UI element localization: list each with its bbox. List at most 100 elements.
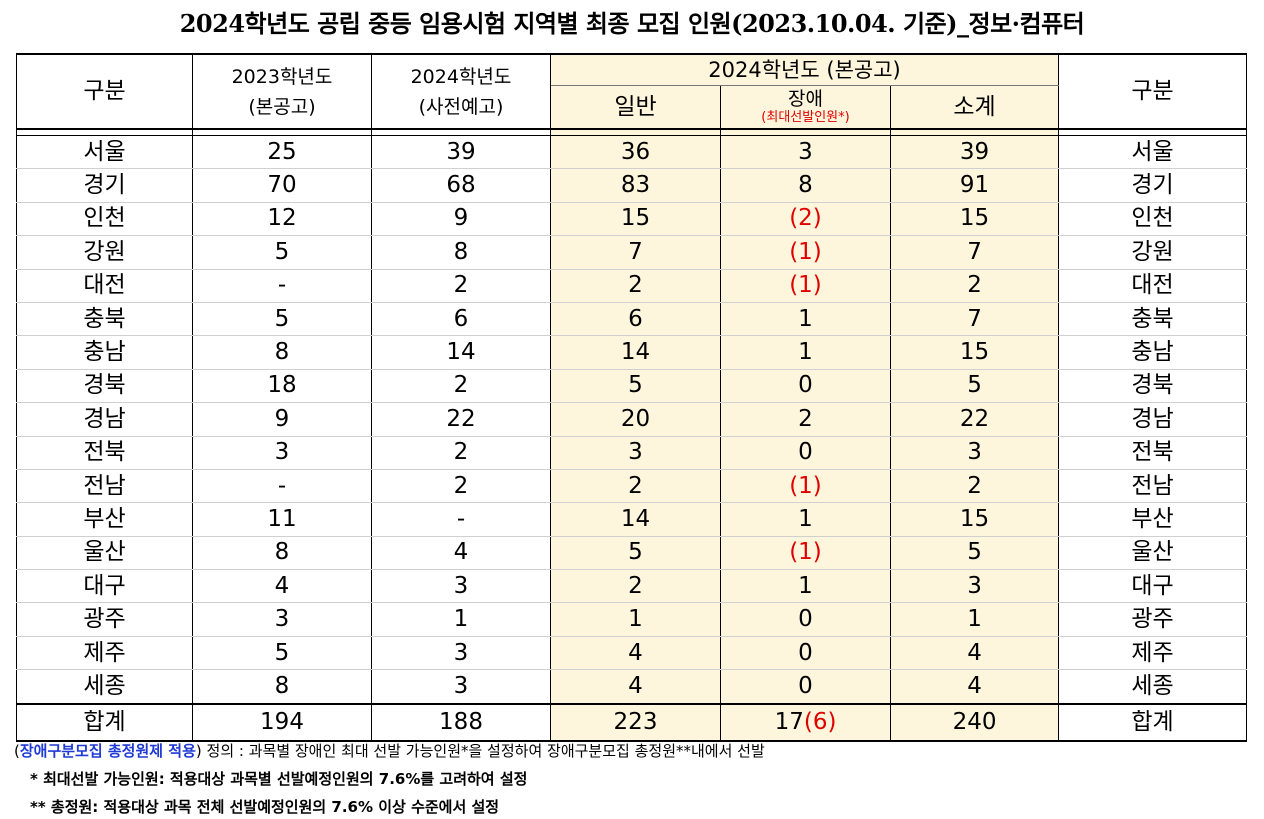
row-2023: 9 [192, 402, 372, 437]
note-total-quota: ** 총정원: 적용대상 과목 전체 선발예정인원의 7.6% 이상 수준에서 … [30, 798, 500, 816]
row-region-right: 경기 [1058, 168, 1248, 203]
total-2024-pre: 188 [371, 702, 551, 742]
header-general: 일반 [550, 85, 721, 130]
row-general: 20 [550, 402, 721, 437]
row-2024-pre: 1 [371, 602, 551, 637]
header-row-2: 일반 장애 (최대선발인원*) 소계 [17, 85, 1247, 130]
row-disabled: 8 [720, 168, 891, 203]
note-max-selection: * 최대선발 가능인원: 적용대상 과목별 선발예정인원의 7.6%를 고려하여… [30, 770, 528, 788]
row-2024-pre: 3 [371, 636, 551, 671]
header-2023: 2023학년도 (본공고) [192, 53, 372, 130]
row-disabled: 0 [720, 602, 891, 637]
row-general: 4 [550, 636, 721, 671]
header-2024-group: 2024학년도 (본공고) [549, 53, 1060, 86]
row-2024-pre: 2 [371, 369, 551, 404]
header-2023-line2: (본공고) [248, 95, 316, 118]
spacer-row [16, 129, 1248, 136]
row-disabled: (1) [720, 269, 891, 303]
note-open-paren: ( [14, 742, 20, 760]
row-subtotal: 15 [889, 202, 1060, 237]
total-row: 합계 194 188 223 17(6) 240 합계 [16, 702, 1248, 742]
row-region: 충남 [16, 335, 193, 370]
row-subtotal: 5 [889, 369, 1060, 404]
total-2023: 194 [192, 702, 372, 742]
table-row: 인천 12 9 15 (2) 15 인천 [16, 202, 1248, 237]
table-row: 충남 8 14 14 1 15 충남 [16, 335, 1248, 370]
total-label: 합계 [16, 702, 193, 742]
table-row: 전남 -2 2 (1) 2 전남 [16, 469, 1248, 504]
note-definition: (장애구분모집 총정원제 적용) 정의 : 과목별 장애인 최대 선발 가능인원… [14, 740, 765, 761]
row-region: 전남 [16, 469, 193, 504]
row-2024-pre: 3 [371, 569, 551, 604]
row-disabled: (1) [720, 536, 891, 571]
row-disabled: 3 [720, 135, 891, 170]
row-subtotal: 39 [889, 135, 1060, 170]
table-row: 충북 5 6 6 1 7 충북 [16, 302, 1248, 337]
row-region: 제주 [16, 636, 193, 671]
row-2024-pre: 68 [371, 168, 551, 203]
row-region: 광주 [16, 602, 193, 637]
row-region-right: 울산 [1058, 536, 1248, 571]
row-2023: 11 [192, 502, 372, 537]
row-subtotal: 15 [889, 335, 1060, 370]
page-title: 2024학년도 공립 중등 임용시험 지역별 최종 모집 인원(2023.10.… [179, 9, 1085, 38]
table-row: 부산 11-14 1 15 부산 [16, 502, 1248, 537]
row-disabled: 0 [720, 669, 891, 704]
row-region-right: 서울 [1058, 135, 1248, 170]
row-2024-pre: 8 [371, 235, 551, 270]
row-2024-pre: 4 [371, 536, 551, 571]
row-2024-pre: 39 [371, 135, 551, 170]
row-2023: 8 [192, 536, 372, 571]
header-2024-pre-line1: 2024학년도 [410, 65, 512, 88]
table-row: 광주 3 1 1 0 1 광주 [16, 602, 1248, 637]
row-subtotal: 2 [889, 269, 1060, 303]
row-region-right: 충남 [1058, 335, 1248, 370]
header-row-1: 구분 2023학년도 (본공고) 2024학년도 (사전예고) 2024학년도 … [16, 53, 1248, 130]
row-2024-pre: 3 [371, 669, 551, 704]
row-disabled: (2) [720, 202, 891, 237]
row-general: 2 [550, 569, 721, 604]
row-2023: 70 [192, 168, 372, 203]
row-subtotal: 1 [889, 602, 1060, 637]
row-disabled: 2 [720, 402, 891, 437]
row-2024-pre: 6 [371, 302, 551, 337]
row-region: 서울 [16, 135, 193, 170]
row-2024-pre: 2 [371, 269, 551, 303]
row-2023: 5 [192, 636, 372, 671]
row-general: 5 [550, 369, 721, 404]
row-2023: 12 [192, 202, 372, 237]
header-2023-line1: 2023학년도 [231, 65, 333, 88]
row-region-right: 충북 [1058, 302, 1248, 337]
row-region-right: 경북 [1058, 369, 1248, 404]
row-subtotal: 91 [889, 168, 1060, 203]
row-general: 15 [550, 202, 721, 237]
row-2023: 18 [192, 369, 372, 404]
total-disabled: 17(6) [720, 702, 891, 742]
row-disabled: 1 [720, 569, 891, 604]
header-region: 구분 [16, 53, 193, 130]
recruitment-table: 구분 2023학년도 (본공고) 2024학년도 (사전예고) 2024학년도 … [16, 53, 1248, 742]
header-region-right: 구분 [1058, 53, 1248, 130]
row-region-right: 경남 [1058, 402, 1248, 437]
row-region-right: 대구 [1058, 569, 1248, 604]
total-label-right: 합계 [1058, 702, 1248, 742]
header-disabled-sub: (최대선발인원*) [761, 110, 850, 125]
header-2024-pre-line2: (사전예고) [418, 95, 504, 118]
row-2023: - [192, 269, 372, 303]
table-row: 전북 3 2 3 0 3 전북 [16, 436, 1248, 470]
row-general: 6 [550, 302, 721, 337]
header-disabled-label: 장애 [788, 88, 823, 110]
row-general: 2 [550, 269, 721, 303]
row-disabled: 1 [720, 335, 891, 370]
row-subtotal: 22 [889, 402, 1060, 437]
table-row: 제주 5 3 4 0 4 제주 [16, 636, 1248, 671]
row-2023: 5 [192, 302, 372, 337]
row-region: 울산 [16, 536, 193, 571]
row-subtotal: 3 [889, 569, 1060, 604]
row-general: 4 [550, 669, 721, 704]
row-region: 인천 [16, 202, 193, 237]
total-subtotal: 240 [889, 702, 1060, 742]
row-region: 세종 [16, 669, 193, 704]
table-row: 경북 18 2 5 0 5 경북 [16, 369, 1248, 404]
row-region: 부산 [16, 502, 193, 537]
